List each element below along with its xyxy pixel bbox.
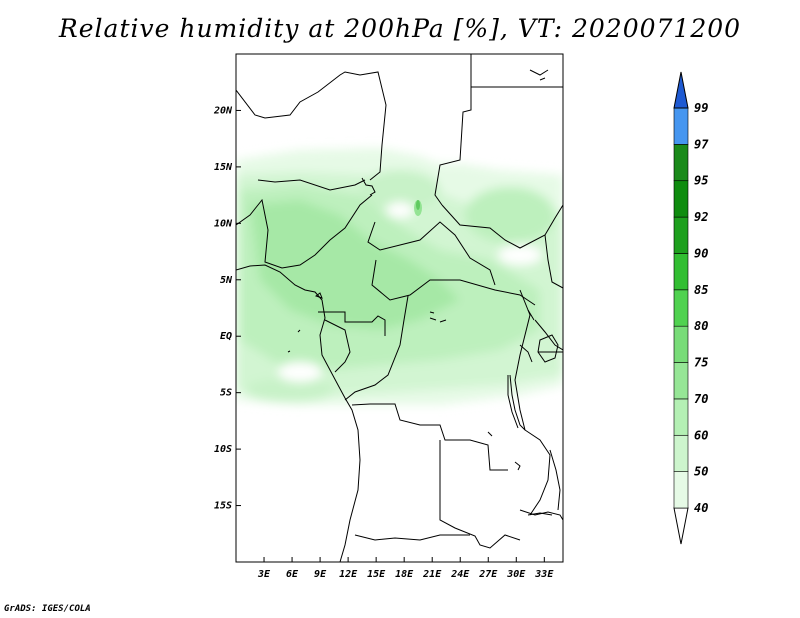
humidity-spot-80 bbox=[414, 200, 422, 216]
lon-tick-label: 24E bbox=[450, 569, 470, 580]
border-nigeria-niger bbox=[257, 179, 366, 191]
coastline-west-africa bbox=[236, 264, 361, 562]
lake-mweru bbox=[487, 431, 553, 516]
colorbar-segment bbox=[673, 253, 689, 291]
colorbar-segment bbox=[673, 289, 689, 327]
colorbar-segment bbox=[673, 325, 689, 363]
border-libya-egypt bbox=[434, 54, 472, 206]
border-car-drc bbox=[371, 259, 536, 306]
lon-tick-label: 18E bbox=[395, 569, 414, 580]
lat-tick-label: 20N bbox=[213, 105, 233, 116]
colorbar-segment bbox=[673, 144, 689, 182]
border-gabon bbox=[324, 319, 351, 373]
colorbar-label: 70 bbox=[694, 392, 708, 406]
lon-tick-label: 9E bbox=[314, 569, 327, 580]
lake-albert bbox=[519, 309, 535, 363]
lake-malawi bbox=[549, 449, 561, 511]
colorbar-segment bbox=[673, 180, 689, 218]
humidity-patch-north bbox=[360, 170, 440, 210]
map-frame bbox=[235, 53, 564, 563]
dry-hole-1 bbox=[278, 362, 322, 382]
colorbar-label: 60 bbox=[694, 428, 708, 442]
lake-victoria bbox=[537, 334, 559, 363]
dry-hole-4 bbox=[420, 136, 480, 164]
lake-tanganyika bbox=[507, 374, 526, 431]
colorbar-label: 80 bbox=[694, 319, 708, 333]
lat-tick-label: 10N bbox=[214, 218, 233, 229]
lat-tick-label: 15N bbox=[214, 162, 233, 173]
lon-tick-label: 21E bbox=[422, 569, 442, 580]
border-sahel-north bbox=[236, 71, 387, 181]
border-angola-zambia bbox=[439, 440, 521, 549]
lake-congo-small bbox=[429, 311, 447, 323]
border-chad-car bbox=[367, 221, 496, 286]
humidity-field bbox=[236, 136, 563, 405]
colorbar-segment bbox=[673, 471, 689, 509]
grads-credit: GrADS: IGES/COLA bbox=[4, 604, 91, 614]
border-drc-angola bbox=[351, 403, 508, 471]
lon-tick-label: 33E bbox=[534, 569, 554, 580]
border-mozambique bbox=[519, 509, 563, 521]
colorbar-under-arrow bbox=[673, 507, 689, 545]
colorbar-label: 50 bbox=[694, 465, 708, 479]
colorbar-label: 95 bbox=[694, 174, 708, 188]
island-small bbox=[287, 329, 301, 353]
colorbar-label: 40 bbox=[694, 501, 708, 515]
border-ethiopia bbox=[544, 234, 563, 289]
lon-tick-label: 30E bbox=[506, 569, 526, 580]
colorbar-segment bbox=[673, 107, 689, 145]
lat-tick-label: 10S bbox=[214, 444, 232, 455]
boundaries bbox=[236, 54, 563, 562]
colorbar-over-arrow bbox=[673, 71, 689, 109]
lat-tick-label: 5N bbox=[220, 275, 233, 286]
humidity-patch-south bbox=[245, 378, 335, 402]
colorbar-label: 90 bbox=[694, 246, 708, 260]
colorbar-label: 99 bbox=[694, 101, 708, 115]
humidity-patch-east bbox=[465, 187, 555, 243]
dry-hole-2 bbox=[386, 202, 414, 218]
border-uganda-kenya bbox=[534, 319, 563, 353]
lon-tick-label: 27E bbox=[478, 569, 498, 580]
colorbar-segment bbox=[673, 434, 689, 472]
colorbar: 40 50 60 70 75 80 85 90 92 95 97 99 bbox=[673, 71, 709, 545]
lon-tick-label: 6E bbox=[286, 569, 299, 580]
border-cameroon-congo bbox=[318, 311, 386, 336]
longitude-axis: 3E 6E 9E 12E 15E 18E 21E 24E 27E 30E 33E bbox=[257, 557, 554, 580]
lake-chad bbox=[361, 177, 376, 196]
colorbar-segment bbox=[673, 362, 689, 400]
lon-tick-label: 3E bbox=[257, 569, 271, 580]
colorbar-label: 92 bbox=[694, 210, 708, 224]
nile-east bbox=[529, 69, 549, 81]
border-east-africa bbox=[514, 289, 551, 516]
border-congo-drc bbox=[344, 295, 409, 401]
figure-title: Relative humidity at 200hPa [%], VT: 202… bbox=[58, 14, 742, 43]
border-namibia bbox=[354, 534, 470, 541]
lat-tick-label: 5S bbox=[220, 388, 232, 399]
bioko-island bbox=[314, 292, 323, 299]
dry-hole-3 bbox=[498, 245, 542, 265]
border-sudan-south-sudan bbox=[441, 204, 563, 249]
border-nigeria-cameroon bbox=[236, 194, 373, 269]
colorbar-segment bbox=[673, 398, 689, 436]
colorbar-label: 97 bbox=[694, 137, 709, 151]
lat-tick-label: 15S bbox=[214, 501, 232, 512]
latitude-axis: 20N 15N 10N 5N EQ 5S 10S 15S bbox=[213, 105, 241, 512]
colorbar-label: 85 bbox=[694, 283, 708, 297]
colorbar-segment bbox=[673, 216, 689, 254]
lat-tick-label: EQ bbox=[220, 331, 232, 342]
lon-tick-label: 12E bbox=[339, 569, 358, 580]
lon-tick-label: 15E bbox=[367, 569, 386, 580]
colorbar-label: 75 bbox=[694, 356, 708, 370]
